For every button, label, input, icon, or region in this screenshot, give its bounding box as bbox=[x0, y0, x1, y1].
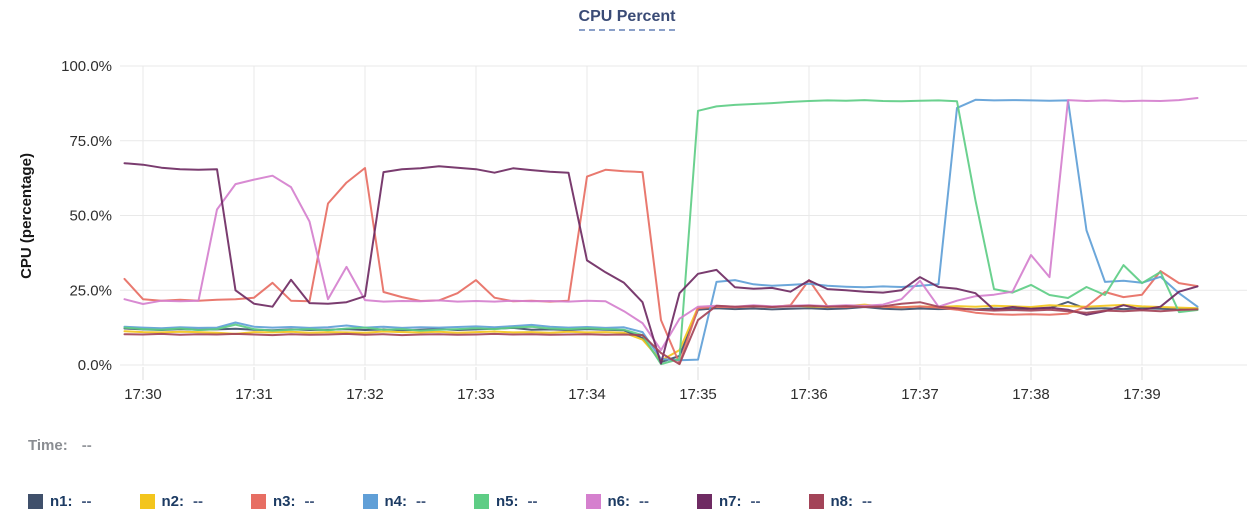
time-label: Time: bbox=[28, 437, 68, 454]
legend-label-n5: n5: bbox=[496, 493, 519, 510]
time-row: Time: -- bbox=[28, 437, 92, 454]
legend-item-n8[interactable]: n8: -- bbox=[808, 493, 921, 510]
y-tick-label-100: 100.0% bbox=[61, 58, 112, 75]
legend-value-n2: -- bbox=[193, 493, 203, 510]
time-value: -- bbox=[81, 437, 92, 454]
series-line-n6[interactable] bbox=[123, 97, 1199, 352]
legend-label-n2: n2: bbox=[161, 493, 185, 510]
x-tick-label-17:36: 17:36 bbox=[790, 386, 828, 403]
legend-swatch-n3 bbox=[251, 494, 266, 509]
legend-label-n6: n6: bbox=[607, 493, 631, 510]
legend-value-n7: -- bbox=[750, 493, 761, 510]
legend-swatch-n5 bbox=[474, 494, 489, 509]
legend-label-n3: n3: bbox=[273, 493, 296, 510]
legend-swatch-n6 bbox=[585, 494, 601, 509]
legend-swatch-n7 bbox=[697, 494, 712, 509]
series-line-n8[interactable] bbox=[123, 301, 1199, 366]
legend-label-n4: n4: bbox=[384, 493, 408, 510]
legend-value-n8: -- bbox=[862, 493, 872, 510]
legend-item-n1[interactable]: n1: -- bbox=[28, 493, 140, 510]
legend-item-n2[interactable]: n2: -- bbox=[139, 493, 252, 510]
legend-value-n6: -- bbox=[639, 493, 649, 510]
series-line-n4[interactable] bbox=[123, 98, 1199, 362]
legend-value-n1: -- bbox=[81, 493, 92, 510]
y-tick-label-75: 75.0% bbox=[69, 133, 112, 150]
y-tick-label-25: 25.0% bbox=[69, 282, 112, 299]
y-tick-label-50: 50.0% bbox=[69, 208, 112, 225]
plot-area[interactable] bbox=[120, 66, 1247, 365]
x-tick-label-17:32: 17:32 bbox=[346, 386, 384, 403]
legend-swatch-n1 bbox=[28, 494, 43, 509]
x-tick-label-17:34: 17:34 bbox=[568, 386, 606, 403]
legend-item-n4[interactable]: n4: -- bbox=[362, 493, 475, 510]
cpu-line-chart: 100.0% 75.0% 50.0% 25.0% 0.0% 17:30 17:31 17:32… bbox=[18, 58, 1247, 403]
legend-item-n7[interactable]: n7: -- bbox=[697, 493, 809, 510]
legend-swatch-n8 bbox=[808, 494, 824, 509]
legend-swatch-n2 bbox=[139, 494, 155, 509]
x-tick-label-17:35: 17:35 bbox=[679, 386, 717, 403]
x-tick-label-17:37: 17:37 bbox=[901, 386, 939, 403]
x-tick-label-17:39: 17:39 bbox=[1123, 386, 1161, 403]
y-axis-label: CPU (percentage) bbox=[18, 153, 35, 279]
legend-value-n4: -- bbox=[416, 493, 426, 510]
series-line-n7[interactable] bbox=[123, 162, 1199, 365]
chart-title-row: CPU Percent bbox=[0, 8, 1254, 31]
x-tick-label-17:33: 17:33 bbox=[457, 386, 495, 403]
chart-title[interactable]: CPU Percent bbox=[578, 8, 676, 31]
legend: n1: -- n2: -- n3: -- n4: -- n5: -- n6: -- n7: -- n8: -- bbox=[28, 493, 920, 510]
x-tick-label-17:30: 17:30 bbox=[124, 386, 162, 403]
legend-item-n6[interactable]: n6: -- bbox=[585, 493, 698, 510]
legend-value-n3: -- bbox=[304, 493, 315, 510]
legend-swatch-n4 bbox=[362, 494, 378, 509]
legend-label-n1: n1: bbox=[50, 493, 73, 510]
legend-label-n8: n8: bbox=[830, 493, 854, 510]
x-tick-label-17:31: 17:31 bbox=[235, 386, 273, 403]
legend-label-n7: n7: bbox=[719, 493, 742, 510]
y-tick-label-0: 0.0% bbox=[78, 357, 112, 374]
series-line-n3[interactable] bbox=[123, 167, 1199, 365]
legend-item-n5[interactable]: n5: -- bbox=[474, 493, 586, 510]
legend-item-n3[interactable]: n3: -- bbox=[251, 493, 363, 510]
x-tick-label-17:38: 17:38 bbox=[1012, 386, 1050, 403]
legend-value-n5: -- bbox=[527, 493, 538, 510]
